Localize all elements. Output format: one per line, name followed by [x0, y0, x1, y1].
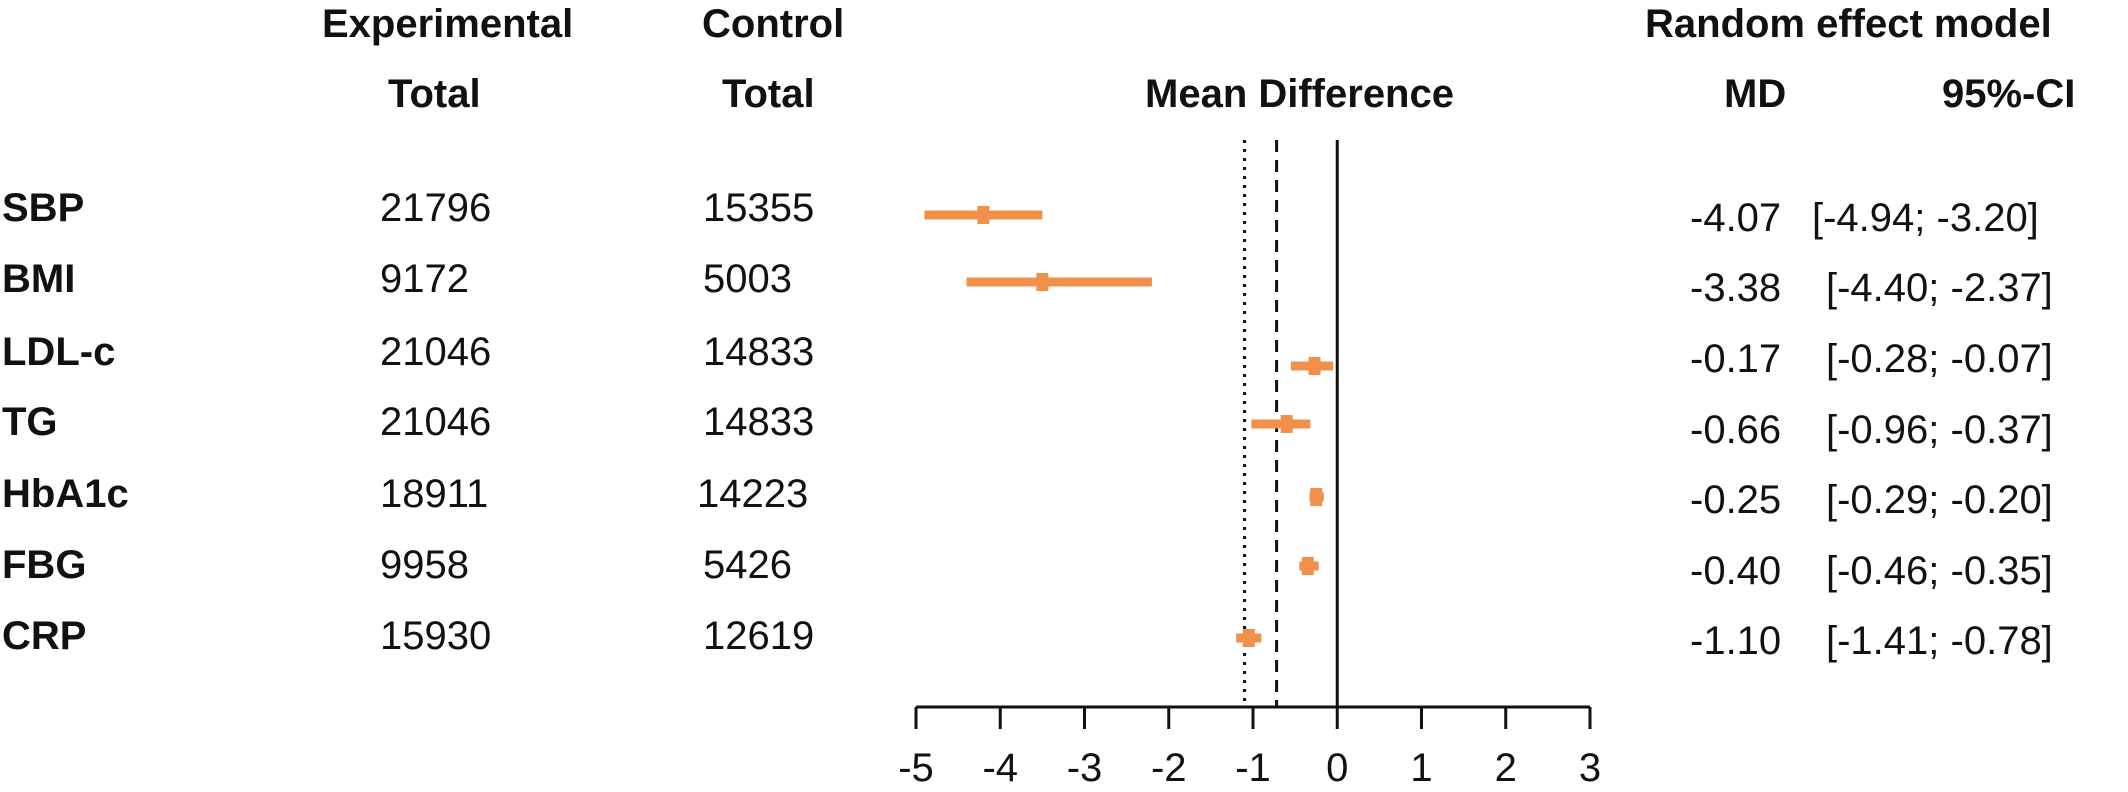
- x-tick-label: -2: [1151, 746, 1187, 790]
- forest-plot: -5 -4 -3 -2 -1 0 1 2 3: [0, 0, 2128, 792]
- x-tick-label: -3: [1067, 746, 1103, 790]
- point-estimate: [1281, 415, 1293, 433]
- point-estimate: [1036, 273, 1048, 291]
- x-tick-label: 1: [1410, 746, 1432, 790]
- x-tick-label: -4: [982, 746, 1018, 790]
- x-tick-label: 0: [1326, 746, 1348, 790]
- x-tick-label: -1: [1235, 746, 1271, 790]
- point-estimate: [977, 206, 989, 224]
- point-estimate: [1302, 557, 1314, 575]
- point-estimate: [1243, 629, 1255, 647]
- point-estimate: [1309, 357, 1321, 375]
- x-tick-label: 2: [1495, 746, 1517, 790]
- x-tick-label: -5: [898, 746, 934, 790]
- point-estimate: [1310, 488, 1322, 506]
- x-tick-label: 3: [1579, 746, 1601, 790]
